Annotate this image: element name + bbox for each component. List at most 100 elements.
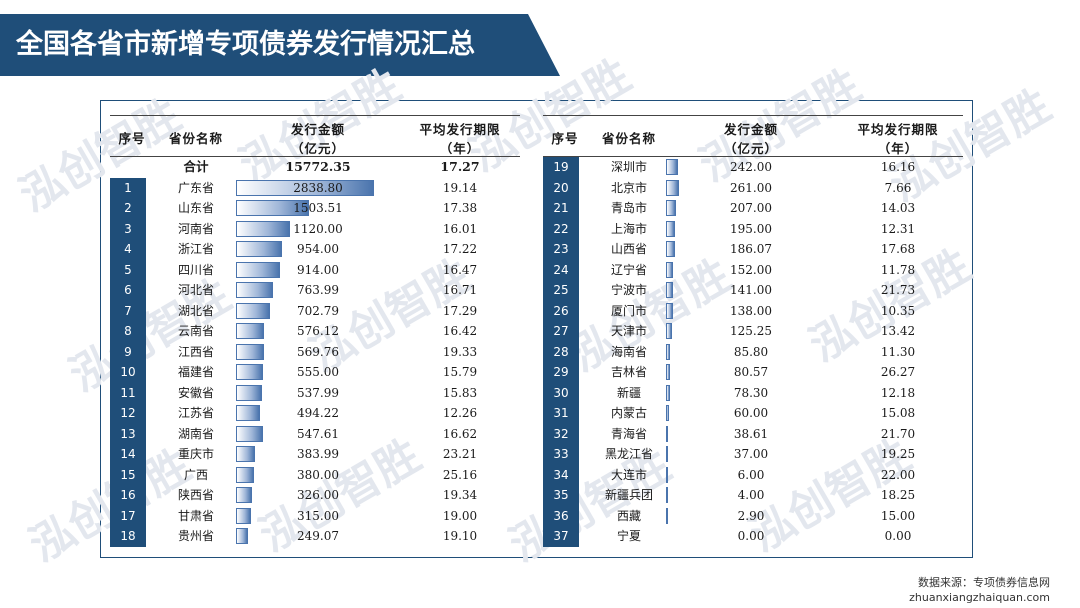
row-amount: 38.61: [733, 426, 769, 441]
row-province-name: 云南省: [177, 324, 214, 338]
table-left: 序号 省份名称 发行金额 （亿元） 平均发行期限 （年） 合计 15772.35…: [110, 115, 520, 547]
table-row: 30 新疆 78.30 12.18: [543, 382, 963, 403]
row-amount: 80.57: [733, 365, 769, 379]
table-row: 5 四川省 914.00 16.47: [110, 259, 520, 280]
row-amount: 138.00: [730, 303, 772, 318]
table-row: 13 湖南省 547.61 16.62: [110, 423, 520, 444]
row-amount: 6.00: [737, 467, 765, 482]
header-index: 序号: [118, 131, 146, 146]
row-index: 20: [543, 177, 579, 198]
header-term: 平均发行期限 （年）: [400, 119, 520, 157]
row-term: 21.73: [880, 283, 916, 297]
table-row: 27 天津市 125.25 13.42: [543, 321, 963, 342]
row-amount: 2.90: [737, 508, 765, 523]
row-province-name: 内蒙古: [610, 406, 647, 420]
row-amount: 2838.80: [293, 180, 343, 195]
row-amount: 383.99: [297, 447, 339, 461]
row-province-name: 青海省: [610, 426, 647, 441]
row-index: 34: [543, 464, 579, 485]
table-right: 序号 省份名称 发行金额 （亿元） 平均发行期限 （年） 19 深圳市 242.00…: [543, 115, 963, 547]
table-row: 36 西藏 2.90 15.00: [543, 505, 963, 526]
table-row: 25 宁波市 141.00 21.73: [543, 280, 963, 301]
row-term: 17.38: [442, 201, 478, 215]
row-term: 19.00: [442, 508, 478, 523]
row-term: 16.16: [880, 160, 916, 174]
amount-bar: [666, 159, 678, 175]
header-index: 序号: [551, 131, 579, 146]
row-term: 15.00: [880, 508, 916, 523]
row-amount: 380.00: [297, 467, 339, 482]
row-amount: 186.07: [730, 242, 772, 256]
row-term: 14.03: [880, 201, 916, 215]
table-row: 32 青海省 38.61 21.70: [543, 423, 963, 444]
amount-bar: [236, 241, 283, 257]
table-row: 1 广东省 2838.80 19.14: [110, 177, 520, 198]
header-amount-line1: 发行金额: [723, 122, 778, 137]
row-province-name: 厦门市: [610, 303, 647, 318]
table-row: 18 贵州省 249.07 19.10: [110, 526, 520, 547]
table-row: 21 青岛市 207.00 14.03: [543, 198, 963, 219]
table-row: 34 大连市 6.00 22.00: [543, 464, 963, 485]
row-amount: 702.79: [297, 303, 339, 318]
table-body-right: 19 深圳市 242.00 16.16 20 北京市 261.00 7.66 21 青岛市 207.…: [543, 157, 963, 547]
row-term: 18.25: [880, 488, 916, 502]
row-term: 21.70: [880, 426, 916, 441]
row-index: 19: [543, 157, 579, 178]
row-amount: 1120.00: [293, 221, 343, 236]
row-index: 32: [543, 423, 579, 444]
row-term: 19.25: [880, 447, 916, 461]
row-province-name: 新疆兵团: [604, 488, 653, 502]
row-province-name: 深圳市: [610, 160, 647, 174]
header-name: 省份名称: [168, 131, 223, 146]
row-province-name: 西藏: [616, 508, 641, 523]
row-province-name: 广东省: [177, 180, 214, 195]
row-index: 33: [543, 444, 579, 465]
row-term: 11.30: [880, 344, 916, 359]
row-amount: 207.00: [730, 201, 772, 215]
amount-bar: [666, 446, 668, 462]
row-province-name: 江苏省: [177, 406, 214, 420]
row-province-name: 大连市: [610, 467, 647, 482]
source-url: zhuanxiangzhaiquan.com: [909, 591, 1050, 604]
amount-bar: [236, 384, 263, 401]
row-term: 19.10: [442, 529, 478, 543]
row-province-name: 吉林省: [610, 365, 647, 379]
table-row: 19 深圳市 242.00 16.16: [543, 157, 963, 178]
row-term: 19.14: [442, 180, 478, 195]
row-index: 6: [110, 280, 146, 301]
row-amount: 537.99: [297, 385, 339, 400]
row-index: 2: [110, 198, 146, 219]
row-term: 16.47: [442, 262, 478, 277]
amount-bar: [236, 220, 291, 237]
table-header-left: 序号 省份名称 发行金额 （亿元） 平均发行期限 （年）: [110, 115, 520, 157]
row-term: 10.35: [880, 303, 916, 318]
amount-bar: [666, 261, 674, 278]
amount-bar: [666, 302, 673, 319]
amount-bar: [236, 405, 261, 421]
row-term: 12.31: [880, 221, 916, 236]
table-row: 12 江苏省 494.22 12.26: [110, 403, 520, 424]
row-amount: 1503.51: [293, 201, 343, 215]
total-label: 合计: [183, 159, 209, 174]
amount-bar: [236, 282, 274, 298]
row-index: 3: [110, 218, 146, 239]
row-amount: 60.00: [733, 406, 769, 420]
table-row: 37 宁夏 0.00 0.00: [543, 526, 963, 547]
table-row: 15 广西 380.00 25.16: [110, 464, 520, 485]
row-index: 22: [543, 218, 579, 239]
row-province-name: 甘肃省: [177, 508, 214, 523]
row-province-name: 安徽省: [177, 385, 214, 400]
row-province-name: 河南省: [177, 221, 214, 236]
page-title: 全国各省市新增专项债券发行情况汇总: [16, 29, 475, 60]
amount-bar: [236, 364, 263, 380]
row-province-name: 福建省: [177, 365, 214, 379]
row-province-name: 湖南省: [177, 426, 214, 441]
row-province-name: 江西省: [177, 344, 214, 359]
row-amount: 141.00: [730, 283, 772, 297]
row-index: 10: [110, 362, 146, 383]
row-province-name: 黑龙江省: [604, 447, 653, 461]
header-term-line2: （年）: [877, 141, 919, 156]
table-row: 7 湖北省 702.79 17.29: [110, 300, 520, 321]
table-row: 14 重庆市 383.99 23.21: [110, 444, 520, 465]
row-index: 16: [110, 485, 146, 506]
